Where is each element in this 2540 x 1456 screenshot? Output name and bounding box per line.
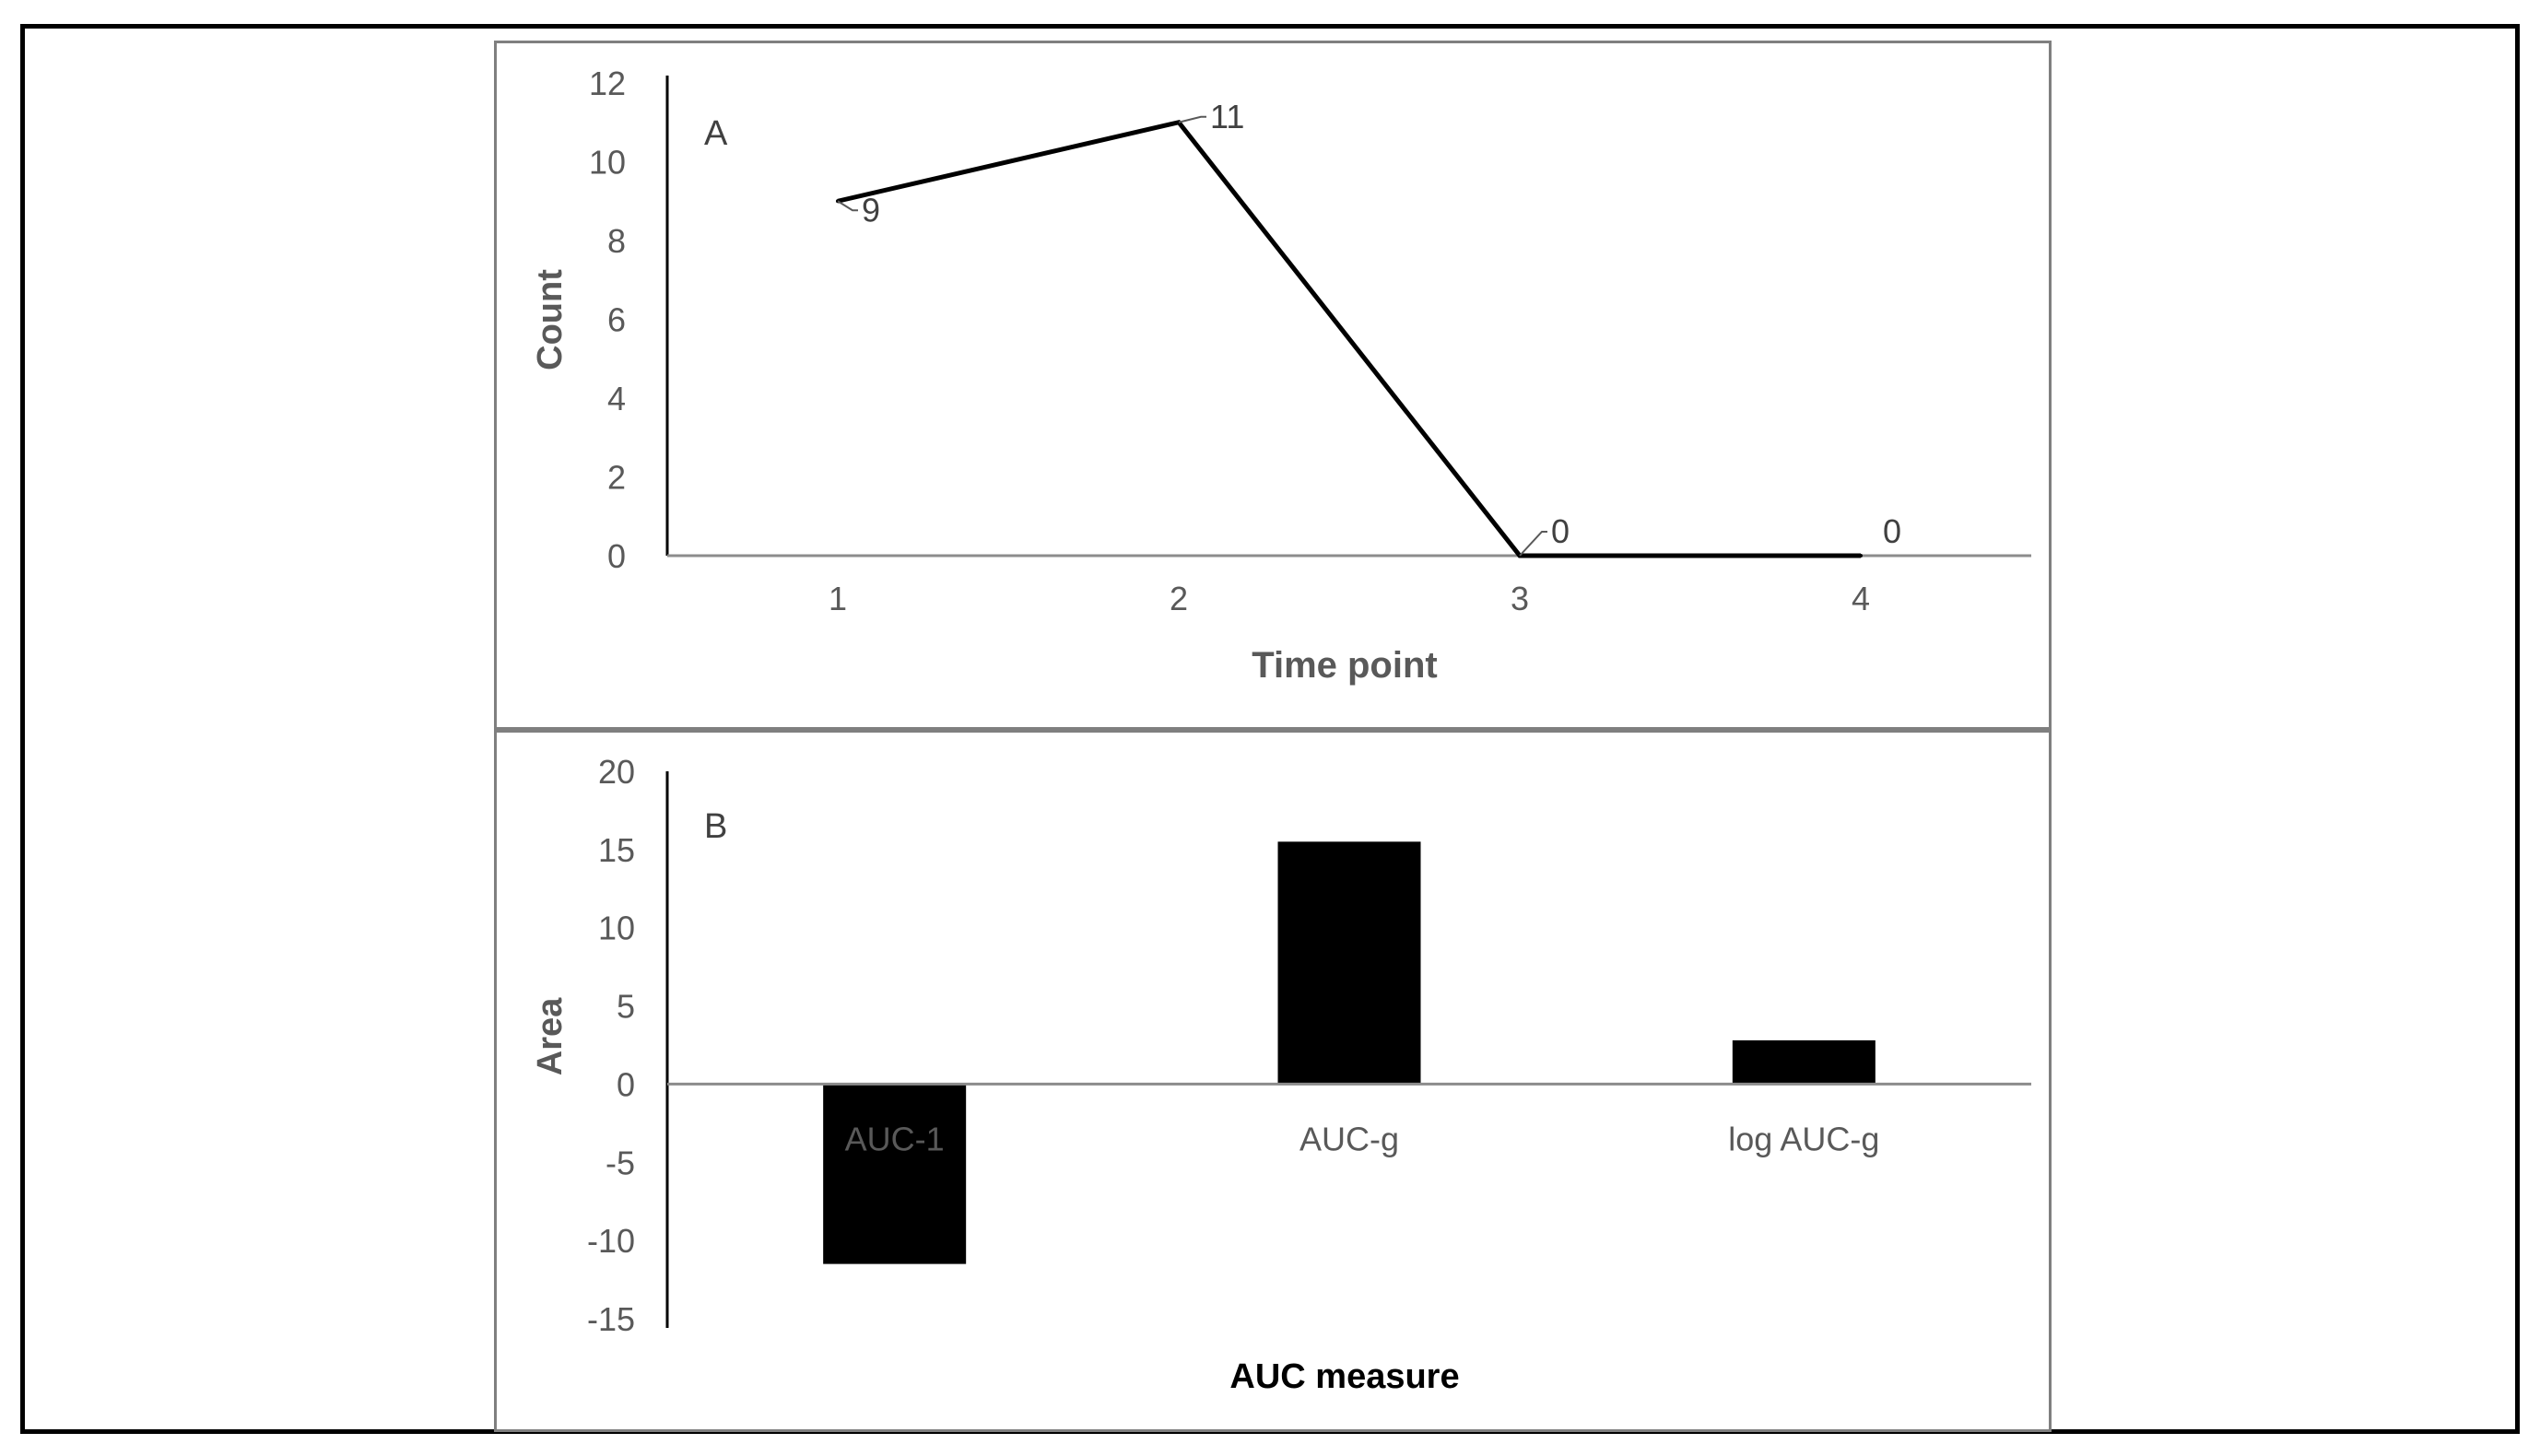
y-tick-label: 0	[607, 537, 626, 575]
y-tick-label: -15	[587, 1300, 635, 1338]
y-tick-label: 20	[598, 753, 635, 791]
y-tick-label: -10	[587, 1222, 635, 1260]
y-tick-label: 10	[589, 144, 626, 182]
y-axis-ticks: 0 2 4 6 8 10 12	[589, 65, 626, 575]
x-axis-ticks: 1 2 3 4	[829, 580, 1870, 617]
y-tick-label: 10	[598, 910, 635, 947]
data-labels: 9 11 0 0	[837, 98, 1901, 557]
y-tick-label: 0	[617, 1065, 635, 1103]
y-tick-label: 6	[607, 301, 626, 339]
x-tick-label: 2	[1170, 580, 1188, 617]
leader-line	[837, 200, 858, 212]
category-labels: AUC-1 AUC-g log AUC-g	[845, 1120, 1880, 1157]
x-axis-title: AUC measure	[1229, 1357, 1459, 1396]
data-point	[1859, 554, 1863, 558]
y-tick-label: 15	[598, 831, 635, 869]
y-axis-ticks: -15 -10 -5 0 5 10 15 20	[587, 753, 635, 1338]
category-label: AUC-1	[845, 1120, 945, 1157]
data-label: 9	[862, 191, 880, 229]
y-tick-label: 4	[607, 380, 626, 417]
leader-line	[1178, 115, 1206, 123]
leader-line	[1519, 531, 1547, 557]
category-label: AUC-g	[1299, 1120, 1399, 1157]
bar-chart: B -15 -10 -5 0 5 10 15 20 AUC-1 AUC-g log AUC-g A…	[531, 753, 2031, 1396]
panel-label-a: A	[704, 114, 728, 153]
line-series	[836, 119, 1863, 558]
category-label: log AUC-g	[1728, 1120, 1879, 1157]
y-tick-label: 2	[607, 459, 626, 497]
y-tick-label: 12	[589, 65, 626, 102]
x-axis-title: Time point	[1252, 645, 1437, 686]
data-label: 11	[1210, 98, 1244, 135]
data-label: 0	[1551, 512, 1570, 550]
x-tick-label: 4	[1852, 580, 1870, 617]
y-tick-label: -5	[606, 1144, 635, 1181]
y-tick-label: 5	[617, 988, 635, 1026]
y-axis-title: Area	[531, 997, 570, 1075]
panel-label-b: B	[704, 807, 727, 846]
panel-b: B -15 -10 -5 0 5 10 15 20 AUC-1 AUC-g log AUC-g A…	[494, 730, 2052, 1432]
data-label: 0	[1883, 512, 1901, 550]
y-axis-title: Count	[531, 269, 570, 370]
x-tick-label: 1	[829, 580, 847, 617]
bar	[1277, 841, 1421, 1085]
bar-series	[823, 841, 1876, 1264]
bar	[1732, 1039, 1876, 1085]
bar	[823, 1084, 967, 1264]
x-tick-label: 3	[1511, 580, 1529, 617]
y-tick-label: 8	[607, 222, 626, 260]
series-line	[837, 119, 1861, 558]
